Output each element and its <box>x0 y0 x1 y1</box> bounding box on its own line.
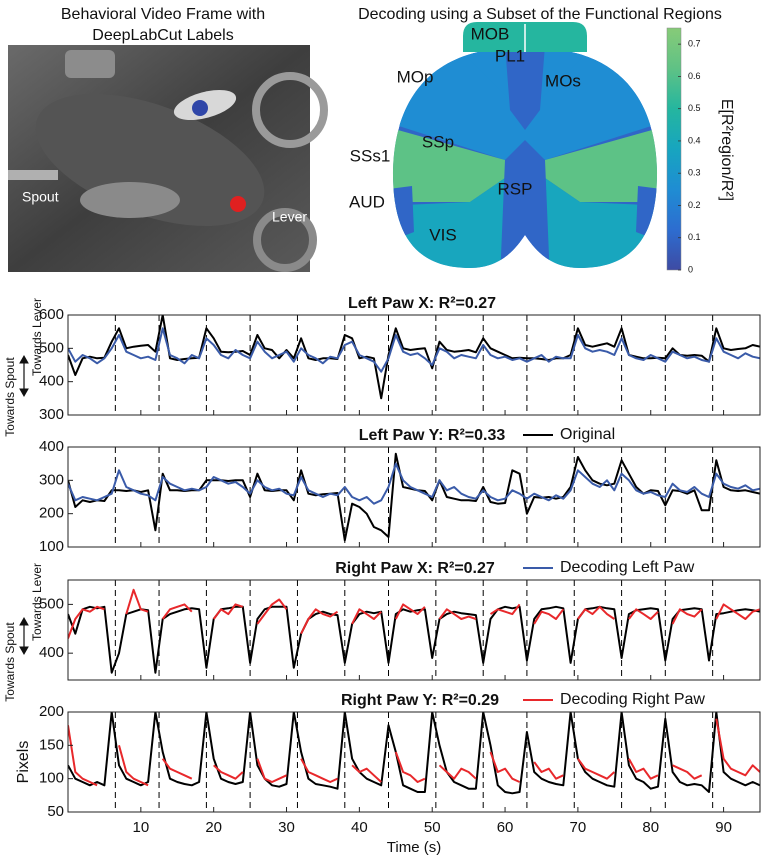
y-tick-label: 500 <box>39 339 64 356</box>
x-tick-label: 80 <box>642 819 659 836</box>
plot-area <box>68 447 760 547</box>
legend-label: Decoding Right Paw <box>560 691 705 708</box>
x-tick-label: 10 <box>132 819 149 836</box>
colorbar-label: E[R²region/R²] <box>718 99 735 201</box>
brain-region <box>545 125 658 202</box>
data-line <box>68 712 760 795</box>
region-label: PL1 <box>495 46 525 65</box>
plot-area <box>68 315 760 415</box>
y-axis-label-bottom: Towards Spout <box>3 622 17 702</box>
x-tick-label: 90 <box>715 819 732 836</box>
plot-frame <box>67 579 761 681</box>
mouse-paw <box>80 182 180 218</box>
spout <box>8 170 58 180</box>
video-frame <box>8 45 328 272</box>
colorbar-tick-label: 0.2 <box>688 200 701 210</box>
data-line <box>68 605 760 674</box>
data-line <box>68 718 760 787</box>
region-label: MOs <box>545 71 581 90</box>
plot-area <box>68 580 760 680</box>
brain-region <box>505 47 545 130</box>
brain-region <box>500 145 550 268</box>
colorbar-tick-label: 0.6 <box>688 71 701 81</box>
lever-ring <box>253 208 317 272</box>
plot-frame <box>67 446 761 548</box>
x-tick-label: 20 <box>205 819 222 836</box>
legend-label: Decoding Left Paw <box>560 559 695 576</box>
region-label: SSs1 <box>350 146 391 165</box>
brain-region <box>392 125 505 202</box>
apparatus <box>65 50 115 78</box>
colorbar-tick-label: 0.5 <box>688 103 701 113</box>
image-annotation: Spout <box>22 189 59 205</box>
y-tick-label: 300 <box>39 471 64 488</box>
y-tick-label: 150 <box>39 736 64 753</box>
x-tick-label: 50 <box>424 819 441 836</box>
region-label: AUD <box>349 192 385 211</box>
plot-title: Left Paw Y: R²=0.33 <box>359 427 506 444</box>
region-label: VIS <box>429 225 456 244</box>
x-tick-label: 60 <box>497 819 514 836</box>
colorbar-tick-label: 0.4 <box>688 135 701 145</box>
x-tick-label: 70 <box>570 819 587 836</box>
y-tick-label: 50 <box>47 803 64 820</box>
colorbar-tick-label: 0.7 <box>688 39 701 49</box>
x-tick-label: 40 <box>351 819 368 836</box>
legend-label: Original <box>560 426 615 443</box>
left-paw-label-dot <box>192 100 208 116</box>
plot-frame <box>67 711 761 813</box>
data-line <box>68 327 760 373</box>
data-line <box>68 462 760 505</box>
y-axis-label-top: Towards Lever <box>30 298 44 376</box>
y-tick-label: 100 <box>39 770 64 787</box>
arrow-head <box>19 616 29 656</box>
data-line <box>68 588 760 639</box>
right-paw-label-dot <box>230 196 246 212</box>
y-tick-label: 400 <box>39 373 64 390</box>
region-label: MOp <box>397 67 434 86</box>
y-axis-label: Pixels <box>15 741 32 784</box>
lever-ring <box>252 72 328 148</box>
panel-title: DeepLabCut Labels <box>92 27 233 44</box>
colorbar <box>666 27 682 271</box>
x-axis-label: Time (s) <box>387 839 441 856</box>
plot-title: Right Paw X: R²=0.27 <box>335 560 495 577</box>
plot-area <box>68 712 760 812</box>
brain-map <box>392 47 658 268</box>
y-tick-label: 400 <box>39 438 64 455</box>
colorbar-tick-label: 0.1 <box>688 232 701 242</box>
y-tick-label: 100 <box>39 538 64 555</box>
image-annotation: Lever <box>272 209 307 225</box>
data-line <box>68 452 760 542</box>
colorbar-tick-label: 0 <box>688 264 693 274</box>
y-tick-label: 300 <box>39 406 64 423</box>
y-tick-label: 200 <box>39 703 64 720</box>
x-tick-label: 30 <box>278 819 295 836</box>
y-tick-label: 500 <box>39 595 64 612</box>
plot-title: Right Paw Y: R²=0.29 <box>341 692 499 709</box>
region-label: MOB <box>471 24 510 43</box>
region-label: SSp <box>422 132 454 151</box>
plot-title: Left Paw X: R²=0.27 <box>348 295 496 312</box>
region-label: RSP <box>498 179 533 198</box>
y-tick-label: 400 <box>39 644 64 661</box>
y-tick-label: 600 <box>39 306 64 323</box>
y-tick-label: 200 <box>39 505 64 522</box>
plot-frame <box>67 314 761 416</box>
arrow <box>19 354 29 656</box>
arrow-head <box>19 354 29 398</box>
y-axis-label-bottom: Towards Spout <box>3 357 17 437</box>
panel-title: Behavioral Video Frame with <box>61 6 265 23</box>
colorbar-tick-label: 0.3 <box>688 168 701 178</box>
panel-title: Decoding using a Subset of the Functiona… <box>358 6 722 23</box>
y-axis-label-top: Towards Lever <box>30 563 44 641</box>
